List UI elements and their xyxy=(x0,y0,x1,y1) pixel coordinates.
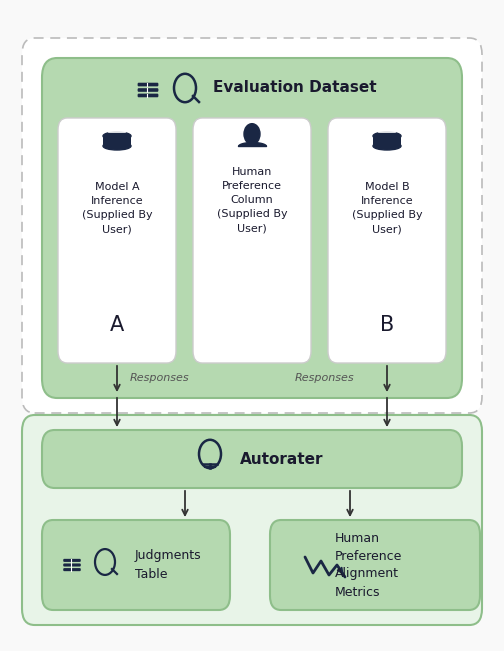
FancyBboxPatch shape xyxy=(373,136,401,146)
FancyBboxPatch shape xyxy=(103,136,131,146)
FancyBboxPatch shape xyxy=(270,520,480,610)
FancyBboxPatch shape xyxy=(58,118,176,363)
Text: Human
Preference
Alignment
Metrics: Human Preference Alignment Metrics xyxy=(335,531,402,598)
Text: Evaluation Dataset: Evaluation Dataset xyxy=(213,81,376,96)
Ellipse shape xyxy=(373,142,401,150)
FancyBboxPatch shape xyxy=(193,118,311,363)
FancyBboxPatch shape xyxy=(328,118,446,363)
FancyBboxPatch shape xyxy=(63,568,81,571)
FancyBboxPatch shape xyxy=(42,58,462,398)
FancyBboxPatch shape xyxy=(22,415,482,625)
Circle shape xyxy=(244,124,260,145)
FancyBboxPatch shape xyxy=(42,430,462,488)
Text: B: B xyxy=(380,315,394,335)
Ellipse shape xyxy=(373,132,401,140)
Text: Responses: Responses xyxy=(295,373,355,383)
FancyBboxPatch shape xyxy=(22,38,482,413)
Text: A: A xyxy=(110,315,124,335)
Text: Human
Preference
Column
(Supplied By
User): Human Preference Column (Supplied By Use… xyxy=(217,167,287,233)
Text: Model B
Inference
(Supplied By
User): Model B Inference (Supplied By User) xyxy=(352,182,422,234)
FancyBboxPatch shape xyxy=(63,564,81,566)
Ellipse shape xyxy=(103,142,131,150)
Text: Model A
Inference
(Supplied By
User): Model A Inference (Supplied By User) xyxy=(82,182,152,234)
FancyBboxPatch shape xyxy=(138,94,158,97)
FancyBboxPatch shape xyxy=(138,88,158,92)
FancyBboxPatch shape xyxy=(138,83,158,87)
Ellipse shape xyxy=(103,132,131,140)
FancyBboxPatch shape xyxy=(42,520,230,610)
Text: Responses: Responses xyxy=(130,373,190,383)
Text: Judgments
Table: Judgments Table xyxy=(135,549,202,581)
FancyBboxPatch shape xyxy=(63,559,81,562)
Text: Autorater: Autorater xyxy=(240,452,324,467)
